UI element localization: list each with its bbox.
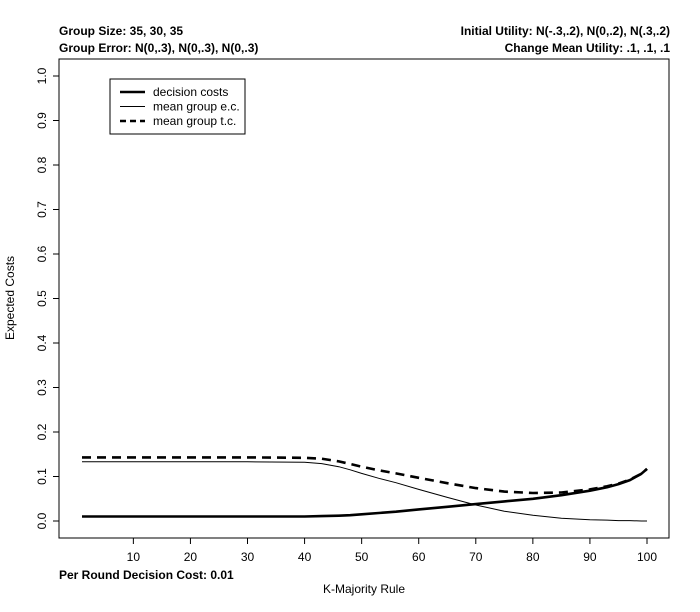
x-tick-label: 70 (469, 550, 483, 564)
x-tick-label: 50 (355, 550, 369, 564)
y-axis: 0.0 0.1 0.2 0.3 0.4 0.5 0.6 0.7 0.8 0.9 1.0 (35, 67, 59, 529)
x-tick-label: 10 (127, 550, 141, 564)
series-layer (82, 456, 648, 522)
y-tick-label: 0.8 (35, 156, 49, 173)
footer-decision-cost-note: Per Round Decision Cost: 0.01 (59, 568, 234, 582)
y-tick-label: 0.1 (35, 468, 49, 485)
y-tick-label: 0.5 (35, 290, 49, 307)
series-line-2 (82, 456, 648, 495)
x-tick-label: 30 (241, 550, 255, 564)
header-group-size: Group Size: 35, 30, 35 (59, 24, 184, 38)
y-tick-label: 0.6 (35, 245, 49, 262)
y-tick-label: 0.0 (35, 512, 49, 529)
header-group-error: Group Error: N(0,.3), N(0,.3), N(0,.3) (59, 41, 259, 55)
x-tick-label: 90 (583, 550, 597, 564)
x-tick-label: 60 (412, 550, 426, 564)
y-tick-label: 0.7 (35, 201, 49, 218)
x-axis: 10 20 30 40 50 60 70 80 90 100 (127, 538, 657, 564)
x-axis-label: K-Majority Rule (323, 582, 405, 596)
y-tick-label: 0.4 (35, 334, 49, 351)
legend-label: decision costs (153, 85, 228, 99)
x-tick-label: 100 (637, 550, 657, 564)
header-initial-utility: Initial Utility: N(-.3,.2), N(0,.2), N(.… (460, 24, 670, 38)
y-tick-label: 0.2 (35, 423, 49, 440)
y-tick-label: 0.9 (35, 112, 49, 129)
legend-label: mean group t.c. (153, 114, 236, 128)
y-tick-label: 0.3 (35, 379, 49, 396)
x-tick-label: 40 (298, 550, 312, 564)
x-tick-label: 80 (526, 550, 540, 564)
series-line-1 (82, 461, 647, 522)
y-axis-label: Expected Costs (3, 256, 17, 340)
legend-label: mean group e.c. (153, 100, 240, 114)
y-tick-label: 1.0 (35, 67, 49, 84)
header-change-mean-utility: Change Mean Utility: .1, .1, .1 (504, 41, 670, 55)
x-tick-label: 20 (184, 550, 198, 564)
